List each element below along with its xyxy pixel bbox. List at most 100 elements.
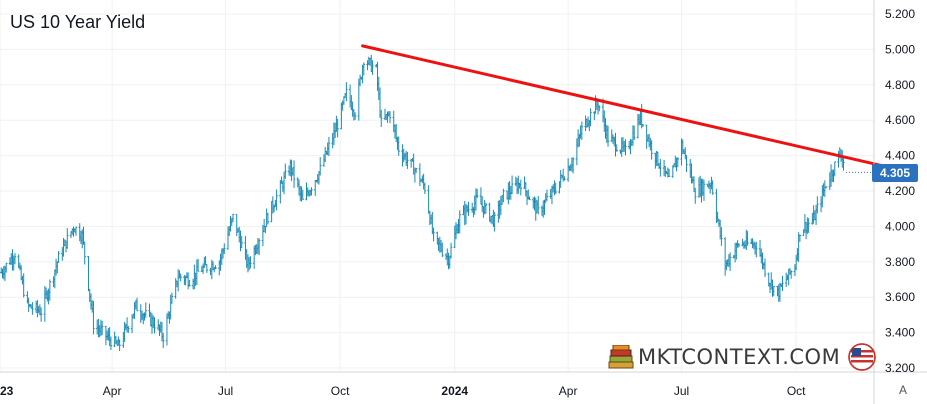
price-bar [694,187,697,204]
price-bar [397,136,400,156]
price-bar [31,302,34,315]
price-bar [162,332,165,349]
price-bars [0,54,845,352]
price-bar [702,179,706,201]
price-bar [292,160,296,188]
tick-labels: 5.200 5.000 4.800 4.600 4.400 4.200 4.000 3.800… [0,7,915,398]
x-tick-label: Oct [787,384,806,398]
price-bar [606,125,610,147]
y-tick-label: 4.800 [885,78,915,92]
price-bar [737,243,741,248]
price-bar [554,182,557,195]
x-tick-label: Apr [559,384,578,398]
y-tick-label: 3.800 [885,255,915,269]
price-bar [537,196,540,215]
price-bar [118,339,121,352]
price-bar [528,196,531,201]
price-bar [728,252,732,271]
x-tick-label: 2023 [0,384,14,398]
price-bar [789,270,793,279]
price-bar [816,196,819,214]
price-bar [196,258,200,272]
x-tick-label: Apr [103,384,122,398]
price-bar [275,189,278,211]
price-bar [319,157,322,176]
price-bar [580,121,584,140]
y-tick-label: 3.400 [885,326,915,340]
price-bar [406,151,409,169]
price-bar [249,256,252,269]
price-bar [632,125,636,141]
price-bar [127,325,130,333]
watermark: MKTCONTEXT.COM [608,343,876,371]
price-bar [798,234,802,242]
price-bar [188,279,191,287]
price-bar [345,82,348,102]
watermark-text: MKTCONTEXT.COM [638,345,841,369]
trendline [361,44,916,175]
price-bar [502,188,505,203]
price-bar [92,300,95,335]
price-bar [441,242,444,258]
price-bar [100,320,104,336]
price-bar [427,185,430,214]
price-bar [314,179,317,196]
grid [0,0,874,372]
price-bar [39,307,43,322]
price-bar [327,136,331,157]
price-bar [109,336,113,350]
price-bar [144,302,147,318]
price-bar [257,238,261,256]
price-bar [301,189,304,200]
price-bar [824,186,828,189]
price-bar [371,60,374,75]
price-bar [432,227,435,242]
price-bar [563,176,566,181]
price-bar [650,140,653,160]
price-bar [235,213,238,237]
price-bar [510,175,514,195]
y-tick-label: 4.600 [885,113,915,127]
y-tick-label: 5.200 [885,7,915,21]
price-bar [659,158,662,177]
price-bar [284,163,287,179]
price-bar [615,144,618,152]
price-bar [711,180,714,195]
price-bar [641,123,645,127]
price-bar [545,189,549,201]
x-tick-label: Jul [674,384,689,398]
price-bar [598,105,601,112]
price-bar [589,108,592,127]
price-bar [240,236,243,249]
price-bar [170,292,174,304]
y-tick-label: 3.600 [885,290,915,304]
price-bar [685,154,688,173]
y-tick-label: 5.000 [885,42,915,56]
price-bar [214,265,217,270]
price-bar [423,182,427,195]
price-bar [449,242,453,259]
price-bar [475,188,479,199]
price-bar [266,212,270,225]
price-bar [807,218,810,233]
price-bar [380,109,383,127]
price-bar [231,213,235,223]
trendline-layer [361,44,916,175]
price-bar [5,262,8,273]
price-bar [57,251,60,263]
price-bar [205,264,209,273]
price-bar [763,258,767,278]
price-bar [153,317,156,334]
price-bar [624,139,627,156]
price-bar [310,187,313,196]
price-bar [720,227,723,246]
x-tick-label: Jul [218,384,233,398]
auto-scale-button[interactable]: A [898,383,907,397]
price-bar [135,297,139,312]
price-bar [66,228,69,249]
chart-title: US 10 Year Yield [10,12,146,32]
price-bar [223,243,226,254]
price-bar [781,275,784,292]
